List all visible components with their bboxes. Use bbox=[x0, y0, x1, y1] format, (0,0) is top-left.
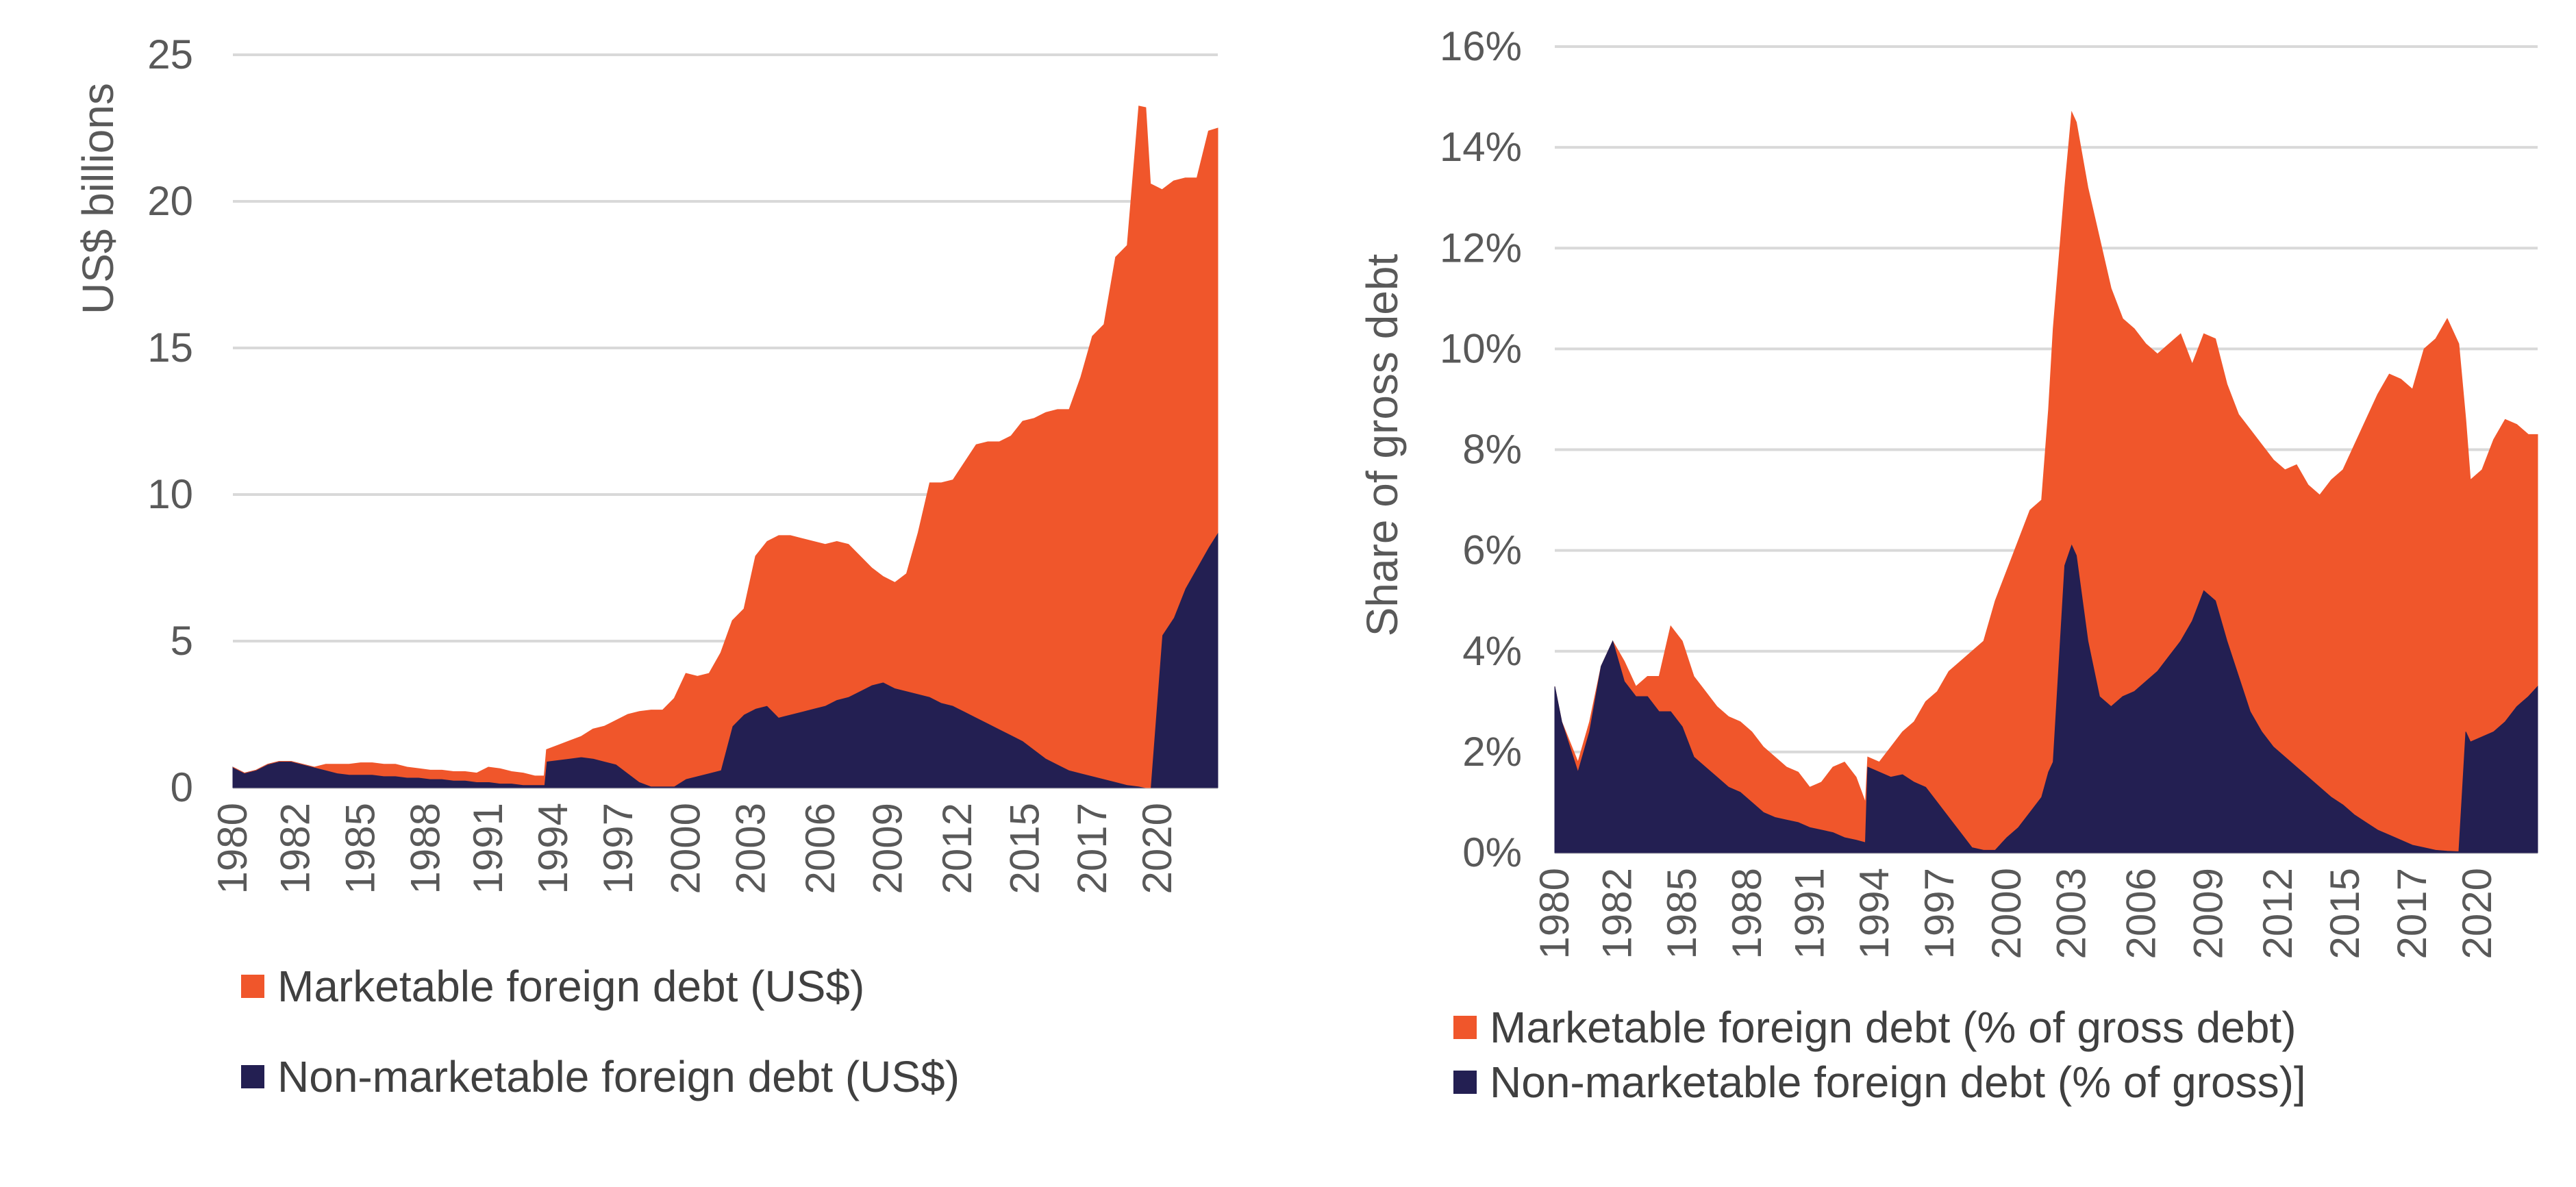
right-y-tick-label: 14% bbox=[1440, 124, 1522, 170]
right-x-tick-label: 2017 bbox=[2389, 868, 2435, 959]
left-x-tick-label: 1985 bbox=[338, 803, 384, 894]
right-y-tick-label: 10% bbox=[1440, 325, 1522, 371]
left-legend: Marketable foreign debt (US$) Non-market… bbox=[241, 962, 960, 1101]
left-legend-swatch-marketable bbox=[241, 975, 264, 998]
right-x-tick-label: 1988 bbox=[1724, 868, 1770, 959]
right-y-tick-label: 4% bbox=[1462, 628, 1522, 674]
left-x-tick-label: 1988 bbox=[402, 803, 448, 894]
left-x-tick-label: 2015 bbox=[1002, 803, 1048, 894]
right-legend-swatch-non-marketable bbox=[1453, 1071, 1477, 1094]
right-y-tick-label: 12% bbox=[1440, 225, 1522, 271]
left-x-tick-label: 1980 bbox=[210, 803, 255, 894]
left-area-series bbox=[232, 105, 1218, 788]
right-legend-swatch-marketable bbox=[1453, 1016, 1477, 1039]
left-x-tick-label: 1991 bbox=[465, 803, 511, 894]
right-x-tick-label: 1982 bbox=[1594, 868, 1640, 959]
right-legend: Marketable foreign debt (% of gross debt… bbox=[1453, 1003, 2306, 1107]
right-legend-non-marketable-label: Non-marketable foreign debt (% of gross)… bbox=[1490, 1058, 2306, 1107]
chart-share-of-gross-debt: 0%2%4%6%8%10%12%14%16% 1980 1982 1985 1988 1… bbox=[1358, 23, 2538, 1107]
right-x-tick-label: 2012 bbox=[2255, 868, 2301, 959]
right-y-tick-label: 16% bbox=[1440, 23, 1522, 69]
left-x-tick-label: 2020 bbox=[1134, 803, 1180, 894]
right-x-tick-label: 1985 bbox=[1659, 868, 1705, 959]
right-area-second-series bbox=[1554, 544, 2538, 853]
left-y-tick-labels: 0 5 10 15 20 25 bbox=[147, 32, 193, 810]
left-y-tick-label: 5 bbox=[171, 618, 193, 664]
right-x-tick-label: 2009 bbox=[2185, 868, 2231, 959]
left-x-tick-label: 2006 bbox=[797, 803, 843, 894]
left-area-second-series bbox=[232, 105, 1218, 788]
left-x-tick-label: 2000 bbox=[662, 803, 708, 894]
right-y-axis-title: Share of gross debt bbox=[1358, 254, 1407, 637]
left-legend-non-marketable-label: Non-marketable foreign debt (US$) bbox=[277, 1052, 960, 1101]
left-x-tick-label: 1997 bbox=[595, 803, 641, 894]
right-x-tick-label: 1980 bbox=[1531, 868, 1577, 959]
right-x-tick-label: 2006 bbox=[2118, 868, 2164, 959]
left-y-tick-label: 25 bbox=[147, 32, 193, 77]
left-y-tick-label: 0 bbox=[171, 764, 193, 810]
right-x-tick-label: 1994 bbox=[1851, 868, 1897, 959]
right-area-series bbox=[1554, 110, 2538, 853]
right-y-tick-label: 2% bbox=[1462, 729, 1522, 775]
left-y-tick-label: 15 bbox=[147, 325, 193, 371]
left-x-tick-label: 2003 bbox=[727, 803, 773, 894]
left-legend-swatch-non-marketable bbox=[241, 1065, 264, 1088]
right-legend-marketable-label: Marketable foreign debt (% of gross debt… bbox=[1490, 1003, 2297, 1052]
right-y-tick-labels: 0% 2% 4% 6% 8% 10% 12% 14% 16% bbox=[1440, 23, 1522, 875]
left-y-tick-label: 10 bbox=[147, 471, 193, 517]
left-x-tick-label: 1982 bbox=[273, 803, 318, 894]
right-x-tick-label: 1991 bbox=[1786, 868, 1832, 959]
left-x-tick-label: 2017 bbox=[1069, 803, 1115, 894]
right-x-tick-label: 1997 bbox=[1916, 868, 1962, 959]
left-x-tick-label: 2009 bbox=[864, 803, 910, 894]
right-y-tick-label: 6% bbox=[1462, 527, 1522, 573]
right-x-tick-label: 2015 bbox=[2322, 868, 2368, 959]
right-y-tick-label: 0% bbox=[1462, 829, 1522, 875]
chart-us-dollars: 0 5 10 15 20 25 1980 1982 1985 1988 1991 1994 1997 2… bbox=[73, 32, 1218, 1101]
left-y-axis-title: US$ billions bbox=[73, 83, 123, 314]
left-x-tick-label: 1994 bbox=[530, 803, 576, 894]
right-x-tick-label: 2003 bbox=[2049, 868, 2094, 959]
left-y-tick-label: 20 bbox=[147, 178, 193, 224]
left-legend-marketable-label: Marketable foreign debt (US$) bbox=[277, 962, 864, 1011]
right-x-tick-label: 2000 bbox=[1984, 868, 2029, 959]
right-x-tick-label: 2020 bbox=[2454, 868, 2500, 959]
left-x-tick-labels: 1980 1982 1985 1988 1991 1994 1997 2000 2003 2006… bbox=[210, 803, 1180, 894]
right-x-tick-labels: 1980 1982 1985 1988 1991 1994 1997 2000 2003 2006… bbox=[1531, 868, 2500, 959]
right-area-first-series bbox=[1554, 110, 2538, 853]
left-x-tick-label: 2012 bbox=[934, 803, 980, 894]
right-y-tick-label: 8% bbox=[1462, 427, 1522, 473]
